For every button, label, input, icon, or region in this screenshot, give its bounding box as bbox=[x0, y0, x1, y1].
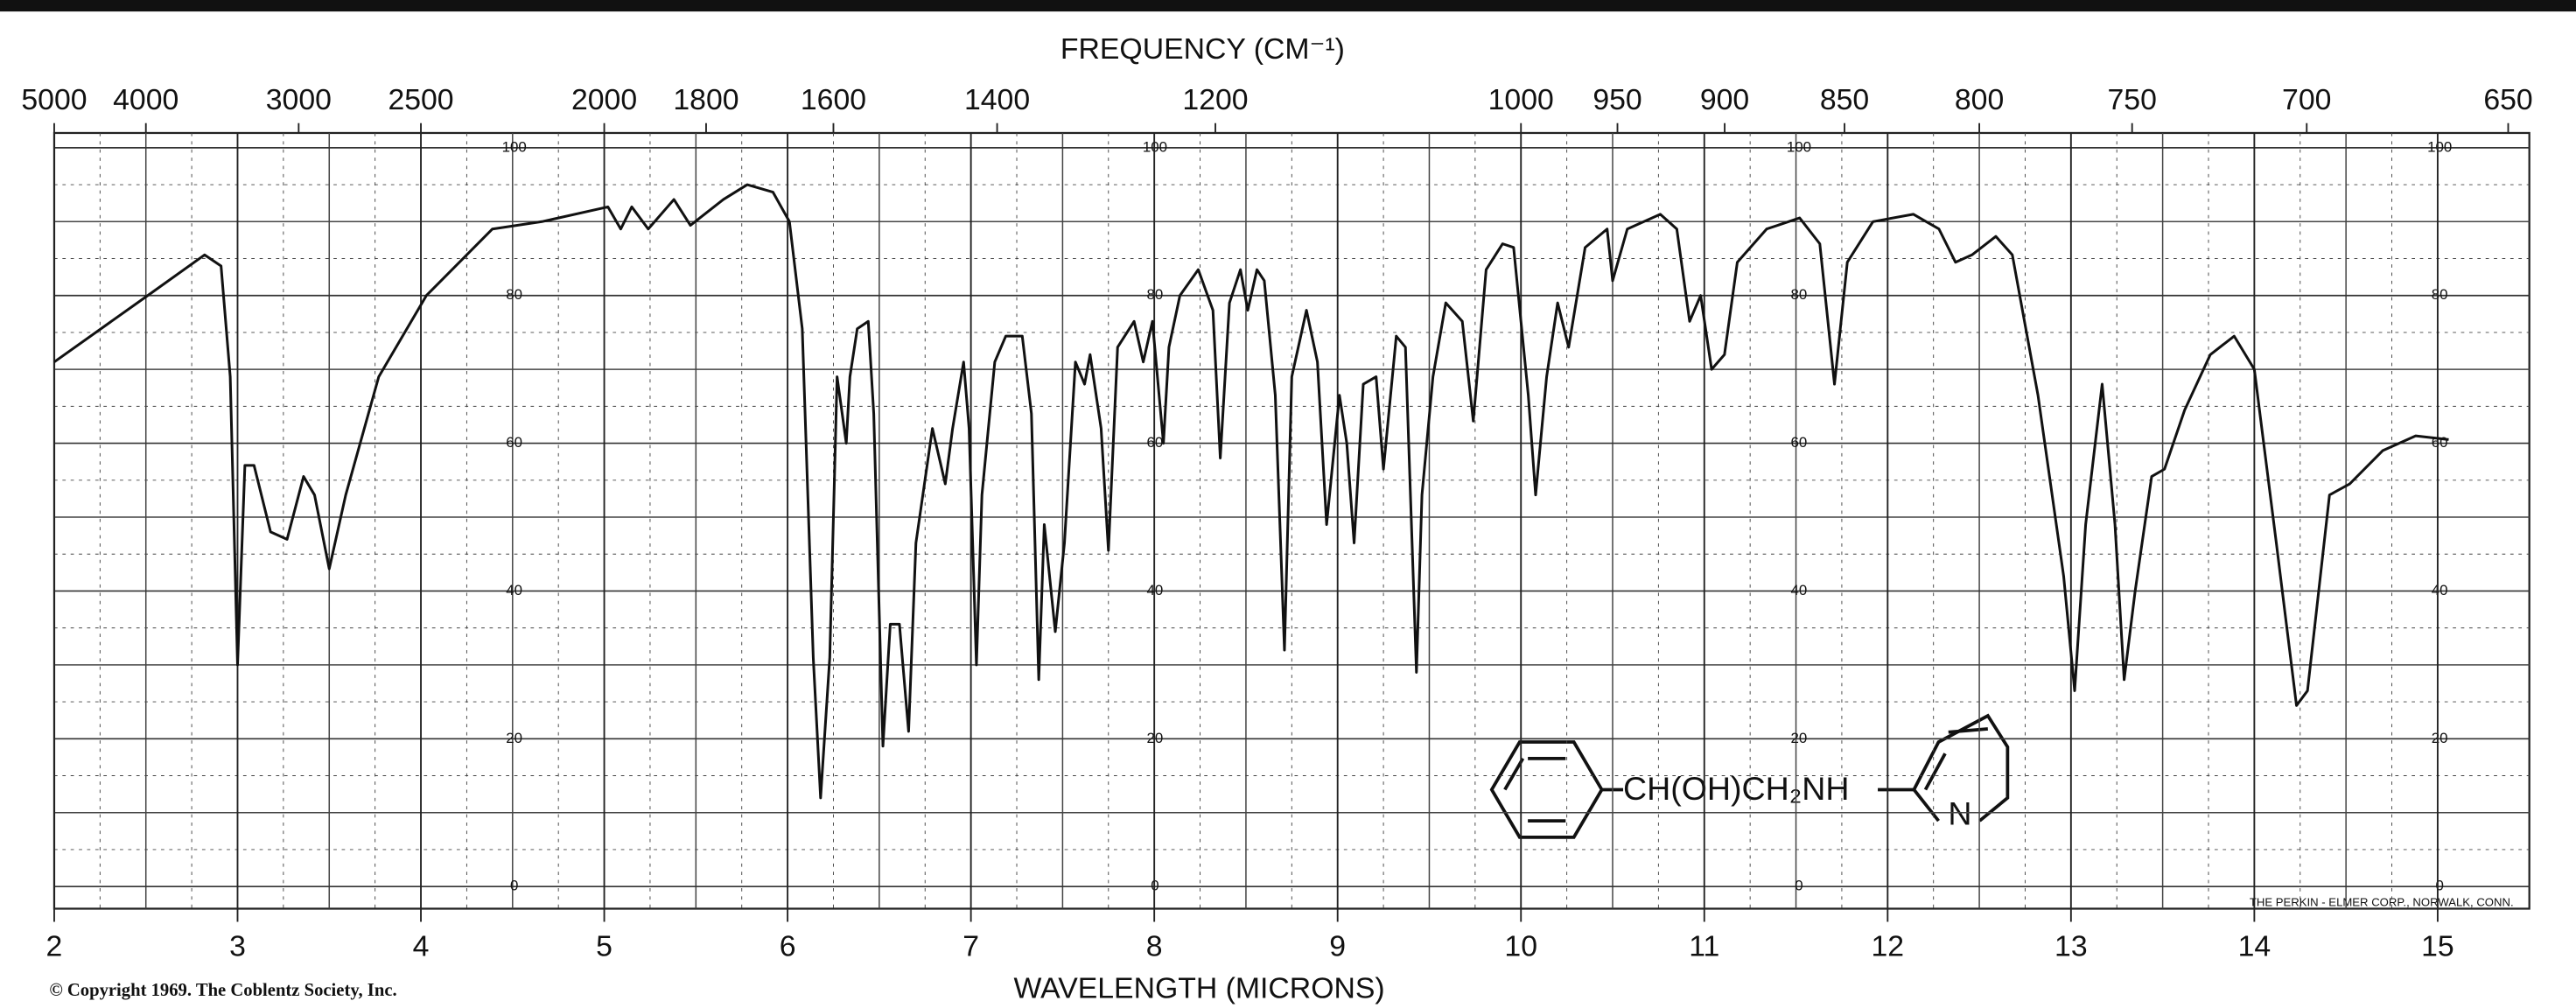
y-tick-label: 60 bbox=[506, 434, 522, 451]
credit: THE PERKIN - ELMER CORP., NORWALK, CONN. bbox=[2250, 895, 2514, 908]
ring-bond bbox=[1948, 727, 1988, 734]
x2-tick-label: 650 bbox=[2483, 83, 2532, 116]
x-tick-label: 12 bbox=[1872, 929, 1905, 962]
x-tick-label: 15 bbox=[2421, 929, 2454, 962]
y-tick-label: 60 bbox=[1791, 434, 1808, 451]
x2-tick-label: 1200 bbox=[1182, 83, 1248, 116]
x2-tick-label: 1000 bbox=[1488, 83, 1554, 116]
y-tick-label: 100 bbox=[502, 138, 527, 155]
x-tick-label: 10 bbox=[1504, 929, 1537, 962]
x-tick-label: 13 bbox=[2054, 929, 2088, 962]
x-tick-label: 7 bbox=[962, 929, 979, 962]
x2-tick-label: 1400 bbox=[964, 83, 1030, 116]
x2-tick-label: 5000 bbox=[21, 83, 87, 116]
y-tick-label: 0 bbox=[1795, 878, 1802, 894]
y-tick-label: 60 bbox=[2432, 434, 2448, 451]
x2-tick-label: 1800 bbox=[673, 83, 738, 116]
x2-tick-label: 1600 bbox=[801, 83, 866, 116]
copyright: © Copyright 1969. The Coblentz Society, … bbox=[49, 981, 396, 1000]
y-tick-label: 40 bbox=[2432, 582, 2448, 598]
ring-bond bbox=[1503, 757, 1525, 791]
pyridine-ring bbox=[1912, 713, 2010, 822]
ring-bond bbox=[1923, 752, 1947, 791]
y-tick-label: 80 bbox=[2432, 286, 2448, 303]
x2-tick-label: 700 bbox=[2282, 83, 2331, 116]
y-tick-label: 20 bbox=[2432, 730, 2448, 746]
x2-tick-label: 900 bbox=[1700, 83, 1749, 116]
x-tick-label: 4 bbox=[413, 929, 430, 962]
x-tick-label: 6 bbox=[780, 929, 796, 962]
x2-tick-label: 2000 bbox=[571, 83, 637, 116]
x2-tick-label: 3000 bbox=[266, 83, 332, 116]
x-tick-label: 2 bbox=[46, 929, 63, 962]
top-bar bbox=[0, 0, 2576, 12]
x-tick-label: 5 bbox=[596, 929, 612, 962]
y-tick-label: 0 bbox=[510, 878, 518, 894]
x-tick-label: 9 bbox=[1329, 929, 1346, 962]
y-tick-label: 20 bbox=[1791, 730, 1808, 746]
y-tick-label: 80 bbox=[506, 286, 522, 303]
x2-tick-label: 4000 bbox=[113, 83, 178, 116]
x2-tick-label: 800 bbox=[1955, 83, 2004, 116]
x-tick-label: 14 bbox=[2238, 929, 2272, 962]
chart-title: FREQUENCY (CM⁻¹) bbox=[1060, 32, 1345, 66]
spectrum-line bbox=[53, 183, 2449, 800]
y-tick-label: 20 bbox=[506, 730, 522, 746]
y-tick-label: 100 bbox=[2427, 138, 2452, 155]
structure-chain: CH(OH)CH₂NH bbox=[1623, 770, 1849, 807]
x-tick-label: 3 bbox=[229, 929, 246, 962]
x2-tick-label: 750 bbox=[2108, 83, 2157, 116]
x2-tick-label: 2500 bbox=[388, 83, 453, 116]
y-tick-label: 80 bbox=[1791, 286, 1808, 303]
x2-tick-label: 950 bbox=[1592, 83, 1642, 116]
x-axis-label: WAVELENGTH (MICRONS) bbox=[1014, 971, 1385, 1004]
x2-tick-label: 850 bbox=[1820, 83, 1869, 116]
x-tick-label: 11 bbox=[1689, 929, 1719, 962]
y-tick-label: 0 bbox=[2435, 878, 2443, 894]
x-tick-label: 8 bbox=[1146, 929, 1163, 962]
y-tick-label: 40 bbox=[506, 582, 522, 598]
y-tick-label: 40 bbox=[1791, 582, 1808, 598]
benzene-ring bbox=[1489, 740, 1604, 839]
y-tick-label: 100 bbox=[1787, 138, 1811, 155]
